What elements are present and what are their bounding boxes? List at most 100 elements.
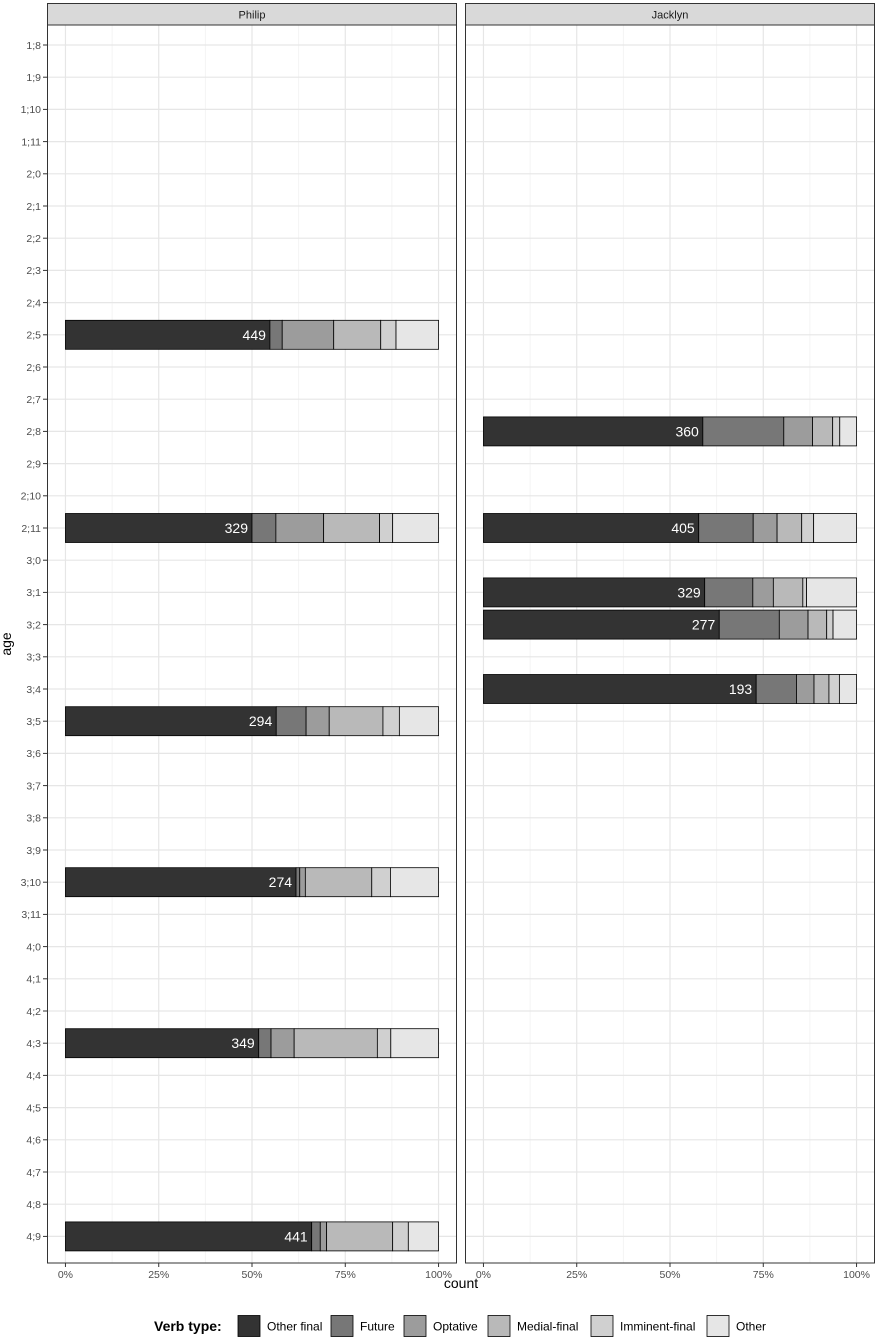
bar-segment-imminent-final [802, 577, 807, 608]
legend-label: Future [360, 1320, 395, 1334]
bar-segment-optative [299, 867, 306, 898]
legend-label: Imminent-final [620, 1320, 695, 1334]
bar-segment-other-final [65, 513, 253, 543]
y-tick-label: 3;6 [26, 748, 41, 760]
bar-segment-imminent-final [392, 1221, 409, 1252]
bar-segment-future [275, 706, 307, 737]
x-tick-label: 25% [148, 1269, 169, 1281]
bar-segment-medial-final [333, 319, 382, 350]
bar-segment-future [702, 416, 785, 447]
bar-segment-future [704, 577, 754, 608]
legend-key [237, 1315, 261, 1337]
bar-segment-optative [752, 513, 778, 543]
bar-segment-other-final [65, 319, 271, 350]
facet-strip-label: Philip [239, 10, 266, 22]
bar-segment-other [398, 706, 439, 737]
y-tick-label: 4;6 [26, 1135, 41, 1147]
bar-count-label: 193 [729, 681, 753, 697]
bar-segment-other-final [483, 416, 704, 447]
y-tick-label: 1;11 [21, 136, 41, 148]
bar-count-label: 329 [225, 520, 249, 536]
bar-count-label: 405 [671, 520, 695, 536]
bar-segment-future [258, 1028, 272, 1059]
legend-label: Other [736, 1320, 766, 1334]
x-axis-title: count [444, 1275, 478, 1291]
legend-key [403, 1315, 427, 1337]
bar-segment-other [390, 867, 439, 898]
bar-segment-other-final [65, 1221, 313, 1252]
bar-segment-future [311, 1221, 321, 1252]
y-tick-label: 3;11 [21, 909, 41, 921]
x-tick-label: 50% [659, 1269, 680, 1281]
y-tick-label: 2;4 [26, 297, 41, 309]
bar-segment-other-final [65, 706, 277, 737]
bar-count-label: 274 [269, 874, 293, 890]
bar-segment-optative [319, 1221, 328, 1252]
bar-segment-medial-final [807, 609, 828, 640]
bar-segment-optative [275, 513, 325, 543]
y-tick-label: 3;7 [26, 780, 41, 792]
x-tick-label: 0% [58, 1269, 73, 1281]
bar-segment-future [295, 867, 301, 898]
bar-segment-future [698, 513, 754, 543]
y-tick-label: 4;8 [26, 1199, 41, 1211]
bar-segment-other [395, 319, 439, 350]
bar-segment-optative [752, 577, 774, 608]
legend-key [590, 1315, 614, 1337]
y-tick-label: 4;5 [26, 1102, 41, 1114]
y-tick-label: 3;10 [21, 877, 42, 889]
facet-strip [465, 3, 875, 26]
bar-segment-other-final [483, 674, 757, 704]
x-tick-label: 75% [335, 1269, 356, 1281]
bar-segment-imminent-final [380, 319, 397, 350]
bar-segment-imminent-final [826, 609, 834, 640]
y-tick-label: 4;4 [26, 1070, 41, 1082]
x-tick-label: 100% [843, 1269, 870, 1281]
bar-segment-imminent-final [801, 513, 815, 543]
bar-segment-optative [270, 1028, 295, 1059]
bar-segment-other [838, 674, 857, 704]
legend-key [487, 1315, 511, 1337]
facet-strip [47, 3, 457, 26]
x-tick-label: 100% [425, 1269, 452, 1281]
y-tick-label: 2;5 [26, 330, 41, 342]
bar-segment-imminent-final [371, 867, 391, 898]
bar-segment-future [755, 674, 797, 704]
y-tick-label: 2;6 [26, 362, 41, 374]
x-tick-label: 50% [241, 1269, 262, 1281]
bar-segment-imminent-final [828, 674, 840, 704]
bar-segment-imminent-final [379, 513, 394, 543]
y-tick-label: 4;1 [26, 974, 41, 986]
legend-label: Other final [267, 1320, 322, 1334]
bar-segment-medial-final [772, 577, 804, 608]
bar-segment-medial-final [813, 674, 830, 704]
legend-key [706, 1315, 730, 1337]
y-tick-label: 4;2 [26, 1006, 41, 1018]
bar-segment-medial-final [326, 1221, 394, 1252]
bar-segment-other [813, 513, 857, 543]
bar-segment-imminent-final [832, 416, 841, 447]
bar-segment-future [251, 513, 277, 543]
y-tick-label: 3;1 [26, 587, 41, 599]
y-tick-label: 3;3 [26, 652, 41, 664]
bar-segment-imminent-final [382, 706, 400, 737]
bar-count-label: 294 [249, 713, 273, 729]
y-tick-label: 3;9 [26, 845, 41, 857]
bar-segment-optative [281, 319, 335, 350]
bar-segment-other [806, 577, 857, 608]
bar-count-label: 360 [675, 423, 699, 439]
bar-segment-other-final [65, 867, 297, 898]
bar-segment-future [269, 319, 283, 350]
x-tick-label: 25% [566, 1269, 587, 1281]
y-tick-label: 4;9 [26, 1231, 41, 1243]
y-tick-label: 3;8 [26, 813, 41, 825]
legend-key [330, 1315, 354, 1337]
y-tick-label: 4;3 [26, 1038, 41, 1050]
bar-segment-other [839, 416, 857, 447]
y-tick-label: 4;7 [26, 1167, 41, 1179]
y-tick-label: 4;0 [26, 941, 41, 953]
bar-segment-other-final [483, 513, 700, 543]
bar-count-label: 441 [284, 1228, 308, 1244]
x-tick-label: 75% [753, 1269, 774, 1281]
